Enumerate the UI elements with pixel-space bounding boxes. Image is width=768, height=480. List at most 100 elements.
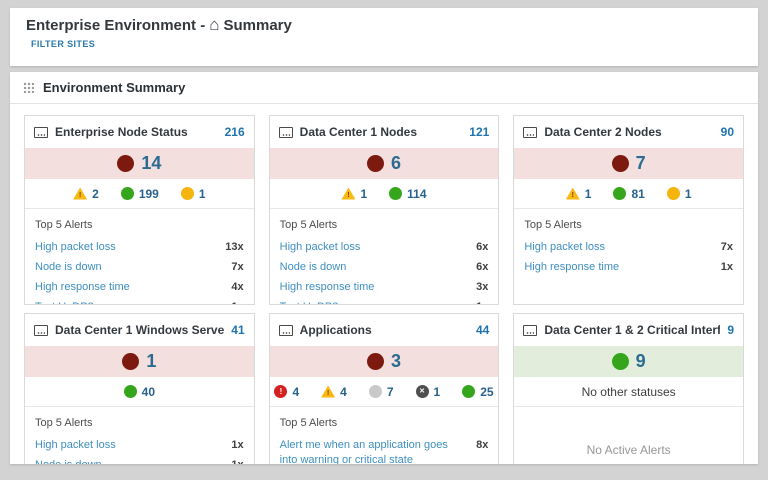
status-row: ! 1 114 (269, 179, 499, 209)
alerts-section: Top 5 Alerts Alert me when an application… (270, 407, 499, 464)
card-total-link[interactable]: 121 (469, 125, 490, 139)
status-item[interactable]: 1 (666, 186, 692, 201)
status-item[interactable]: 1 (180, 187, 206, 201)
alert-link[interactable]: High packet loss (35, 241, 116, 253)
status-count: 81 (631, 186, 645, 201)
up-circle-icon (123, 385, 137, 398)
primary-status-count[interactable]: 6 (390, 153, 401, 173)
primary-status-band: 6 (269, 148, 499, 179)
status-count: 1 (433, 384, 441, 399)
status-item[interactable]: 81 (613, 186, 645, 201)
alert-link[interactable]: Test UnDP2 (280, 300, 339, 304)
alert-link[interactable]: High response time (279, 281, 375, 293)
critical-circle-icon (366, 155, 384, 172)
card-total-link[interactable]: 44 (475, 323, 490, 337)
status-item[interactable]: 25 (462, 385, 494, 399)
alerts-title: Top 5 Alerts (35, 219, 93, 231)
alert-count: 7x (720, 241, 733, 253)
alert-count: 8x (476, 439, 489, 451)
up-circle-icon (120, 187, 134, 200)
alert-row: High packet loss 1x (35, 436, 244, 456)
up-circle-icon (613, 187, 627, 200)
no-other-statuses-text: No other statuses (514, 377, 743, 407)
up-circle-icon (611, 353, 629, 370)
drag-handle-icon[interactable] (23, 82, 34, 93)
status-item[interactable]: 199 (120, 187, 159, 201)
page-title-prefix: Enterprise Environment - (26, 17, 206, 34)
alert-link[interactable]: High packet loss (524, 241, 606, 253)
alert-row: High packet loss 7x (524, 238, 733, 258)
alert-row: High packet loss 13x (35, 238, 244, 258)
status-item[interactable]: 7 (368, 385, 394, 399)
status-count: 114 (407, 186, 427, 201)
status-card: Data Center 2 Nodes 90 7 ! 1 81 1 Top 5 Ale… (513, 115, 744, 305)
card-total-link[interactable]: 216 (224, 125, 245, 139)
card-title: Enterprise Node Status (55, 125, 188, 139)
alert-row: High packet loss 6x (280, 238, 489, 258)
critical-circle-icon (366, 353, 384, 370)
alert-link[interactable]: Test UnDP2 (35, 300, 94, 304)
primary-status-count[interactable]: 1 (146, 351, 157, 371)
alert-count: 1x (476, 300, 488, 304)
primary-status-band: 9 (514, 346, 743, 377)
warning-triangle-icon: ! (321, 385, 336, 398)
alert-link[interactable]: High packet loss (35, 439, 116, 451)
status-row: 40 (25, 377, 254, 407)
alert-row: High response time 1x (524, 258, 733, 278)
card-header: Data Center 1 Windows Servers 41 (25, 314, 254, 346)
alert-row: High response time 3x (280, 278, 489, 298)
card-title: Applications (299, 323, 372, 337)
up-circle-icon (462, 385, 476, 398)
up-circle-icon (389, 187, 403, 200)
status-card: Enterprise Node Status 216 14 ! 2 199 1 Top… (24, 115, 255, 305)
alert-link[interactable]: Node is down (279, 261, 347, 273)
alert-link[interactable]: Alert me when an application goes into w… (279, 439, 448, 464)
alert-count: 1x (720, 261, 733, 273)
primary-status-count[interactable]: 3 (390, 351, 401, 371)
primary-status-count[interactable]: 9 (635, 351, 646, 371)
status-item[interactable]: ! 2 (73, 187, 99, 201)
status-item[interactable]: ! 4 (321, 385, 347, 399)
page-title: Enterprise Environment - ⌂ Summary (26, 16, 742, 34)
status-count: 40 (141, 384, 155, 399)
status-item[interactable]: 40 (123, 384, 155, 399)
status-item[interactable]: ! 1 (341, 187, 367, 201)
alert-link[interactable]: Node is down (35, 261, 102, 273)
card-total-link[interactable]: 90 (720, 125, 734, 139)
alert-row: Test UnDP2 1x (280, 298, 489, 304)
primary-status-band: 3 (269, 346, 499, 377)
alert-row: High response time 4x (35, 278, 244, 298)
critical-circle-icon (611, 155, 629, 172)
alert-link[interactable]: High response time (35, 281, 130, 293)
status-item[interactable]: ! 4 (274, 385, 299, 399)
card-total-link[interactable]: 41 (231, 323, 245, 337)
status-item[interactable]: ✕ 1 (415, 384, 441, 399)
alerts-section: No Active Alerts (514, 407, 743, 457)
alerts-section: Top 5 Alerts High packet loss 13x Node is d… (25, 209, 254, 304)
status-count: 1 (684, 186, 692, 201)
status-item[interactable]: 114 (389, 186, 427, 201)
card-header: Data Center 2 Nodes 90 (514, 116, 743, 148)
alert-count: 13x (225, 241, 244, 253)
status-row: ! 1 81 1 (514, 179, 743, 209)
alert-link[interactable]: High response time (524, 261, 620, 273)
status-count: 2 (92, 186, 99, 201)
primary-status-count[interactable]: 14 (141, 153, 162, 173)
alert-count: 6x (476, 261, 489, 273)
node-list-icon (523, 324, 538, 336)
alert-link[interactable]: Node is down (35, 458, 102, 464)
filter-sites-link[interactable]: FILTER SITES (31, 39, 96, 49)
primary-status-count[interactable]: 7 (635, 153, 646, 173)
status-item[interactable]: ! 1 (565, 187, 591, 201)
no-active-alerts-text: No Active Alerts (586, 443, 671, 457)
status-card: Data Center 1 & 2 Critical Interfaces 9 … (513, 313, 744, 464)
cards-grid: Enterprise Node Status 216 14 ! 2 199 1 Top… (10, 104, 758, 464)
card-total-link[interactable]: 9 (727, 323, 734, 337)
alert-count: 1x (231, 439, 244, 451)
status-card: Data Center 1 Nodes 121 6 ! 1 114 Top 5 Al… (268, 115, 500, 305)
alerts-title: Top 5 Alerts (35, 417, 93, 429)
alert-link[interactable]: High packet loss (279, 241, 361, 253)
widget-header: Environment Summary (10, 72, 758, 104)
alert-row: Test UnDP2 1x (35, 298, 244, 304)
alerts-title: Top 5 Alerts (524, 219, 582, 231)
